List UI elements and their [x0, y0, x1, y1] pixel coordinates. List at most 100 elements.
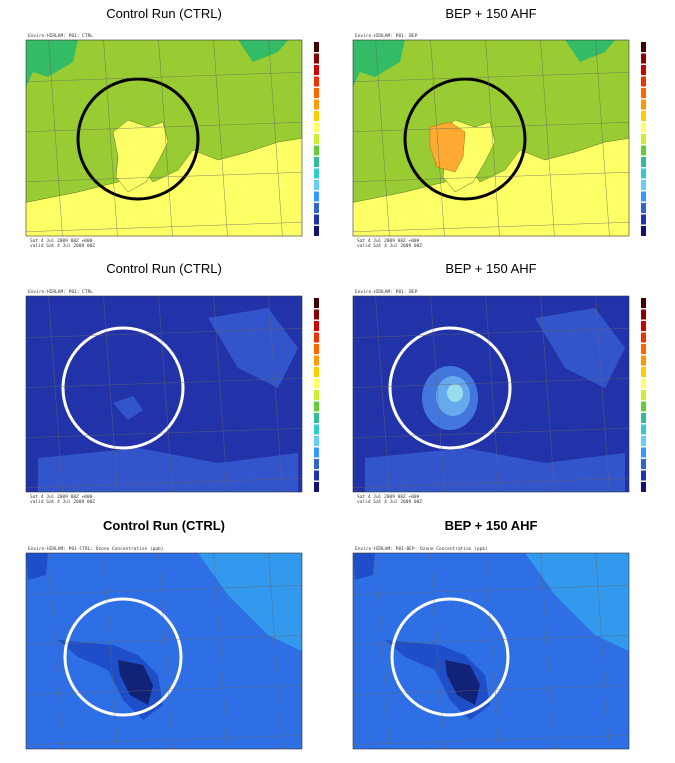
- panel-title: Control Run (CTRL): [106, 6, 222, 21]
- panel-title: Control Run (CTRL): [103, 518, 225, 533]
- panel-header: Enviro-HIRLAM: P01-CTRL: Ozone Concentra…: [28, 546, 163, 552]
- colorbar-swatch: [314, 379, 319, 389]
- colorbar-swatch: [314, 192, 319, 202]
- colorbar-swatch: [314, 402, 319, 412]
- colorbar-swatch: [641, 333, 646, 343]
- panel-header: Enviro-HIRLAM: P01: CTRL: [28, 289, 93, 295]
- colorbar-swatch: [641, 111, 646, 121]
- panel: Enviro-HIRLAM: P01: CTRLSat 4 Jul 2009 0…: [18, 32, 338, 249]
- colorbar-swatch: [314, 169, 319, 179]
- colorbar-swatch: [641, 367, 646, 377]
- colorbar-swatch: [314, 436, 319, 446]
- colorbar-swatch: [314, 344, 319, 354]
- panel-header: Enviro-HIRLAM: P01: BEP: [355, 33, 418, 39]
- colorbar-swatch: [314, 310, 319, 320]
- colorbar-swatch: [314, 77, 319, 87]
- colorbar-swatch: [641, 215, 646, 225]
- colorbar-swatch: [641, 321, 646, 331]
- panel-header: Enviro-HIRLAM: P01-BEP: Ozone Concentrat…: [355, 546, 488, 552]
- colorbar-swatch: [314, 146, 319, 156]
- meridian: [650, 545, 665, 757]
- colorbar-swatch: [314, 459, 319, 469]
- colorbar-swatch: [314, 88, 319, 98]
- colorbar-swatch: [641, 425, 646, 435]
- colorbar-swatch: [314, 134, 319, 144]
- colorbar-swatch: [314, 203, 319, 213]
- colorbar-swatch: [641, 402, 646, 412]
- meridian: [323, 545, 338, 757]
- colorbar-swatch: [314, 54, 319, 64]
- colorbar-swatch: [314, 390, 319, 400]
- panel-header: Enviro-HIRLAM: P01: BEP: [355, 289, 418, 295]
- map: [345, 32, 665, 244]
- colorbar-swatch: [641, 123, 646, 133]
- colorbar-swatch: [314, 226, 319, 236]
- colorbar-swatch: [314, 111, 319, 121]
- colorbar-swatch: [641, 100, 646, 110]
- colorbar-swatch: [641, 344, 646, 354]
- colorbar-swatch: [314, 157, 319, 167]
- colorbar-swatch: [314, 448, 319, 458]
- meridian: [323, 288, 338, 500]
- colorbar-swatch: [314, 321, 319, 331]
- panel-title: BEP + 150 AHF: [445, 6, 536, 21]
- colorbar-swatch: [314, 100, 319, 110]
- colorbar-swatch: [641, 169, 646, 179]
- meridian: [650, 288, 665, 500]
- colorbar-swatch: [641, 192, 646, 202]
- meridian: [323, 32, 338, 244]
- colorbar-swatch: [641, 459, 646, 469]
- colorbar-swatch: [641, 448, 646, 458]
- panel: Enviro-HIRLAM: P01-CTRL: Ozone Concentra…: [18, 545, 338, 757]
- colorbar-swatch: [314, 356, 319, 366]
- colorbar-swatch: [314, 42, 319, 52]
- colorbar-swatch: [641, 379, 646, 389]
- colorbar-swatch: [314, 413, 319, 423]
- colorbar-swatch: [641, 356, 646, 366]
- colorbar-swatch: [641, 77, 646, 87]
- map: [345, 288, 665, 500]
- colorbar-swatch: [641, 88, 646, 98]
- colorbar-swatch: [641, 413, 646, 423]
- colorbar-swatch: [314, 180, 319, 190]
- colorbar-swatch: [641, 310, 646, 320]
- meridian: [650, 32, 665, 244]
- map: [345, 545, 665, 757]
- colorbar-swatch: [314, 333, 319, 343]
- panel: Enviro-HIRLAM: P01: CTRLSat 4 Jul 2009 0…: [18, 288, 338, 505]
- panel-title: BEP + 150 AHF: [445, 261, 536, 276]
- panel-footer: valid Sat 4 Jul 2009 00Z: [357, 499, 422, 505]
- colorbar-swatch: [314, 123, 319, 133]
- figure: Control Run (CTRL) Enviro-HIRLAM: P01: CT…: [0, 0, 675, 763]
- colorbar-swatch: [641, 471, 646, 481]
- colorbar-swatch: [314, 298, 319, 308]
- colorbar-swatch: [641, 436, 646, 446]
- map: [18, 32, 338, 244]
- colorbar-swatch: [641, 42, 646, 52]
- panel-footer: valid Sat 4 Jul 2009 00Z: [30, 499, 95, 505]
- colorbar-swatch: [641, 226, 646, 236]
- colorbar-swatch: [314, 425, 319, 435]
- colorbar-swatch: [641, 390, 646, 400]
- panel-title: Control Run (CTRL): [106, 261, 222, 276]
- colorbar-swatch: [314, 215, 319, 225]
- colorbar-swatch: [314, 367, 319, 377]
- colorbar-swatch: [641, 482, 646, 492]
- colorbar-swatch: [641, 180, 646, 190]
- panel-header: Enviro-HIRLAM: P01: CTRL: [28, 33, 93, 39]
- panel: Enviro-HIRLAM: P01-BEP: Ozone Concentrat…: [345, 545, 665, 757]
- colorbar-swatch: [641, 146, 646, 156]
- colorbar-swatch: [314, 482, 319, 492]
- colorbar-swatch: [314, 65, 319, 75]
- map: [18, 545, 338, 757]
- colorbar-swatch: [641, 157, 646, 167]
- colorbar-swatch: [641, 298, 646, 308]
- colorbar-swatch: [641, 134, 646, 144]
- colorbar-swatch: [641, 65, 646, 75]
- map: [18, 288, 338, 500]
- colorbar-swatch: [641, 54, 646, 64]
- plume: [447, 384, 463, 402]
- panel-footer: valid Sat 4 Jul 2009 00Z: [30, 243, 95, 249]
- colorbar-swatch: [641, 203, 646, 213]
